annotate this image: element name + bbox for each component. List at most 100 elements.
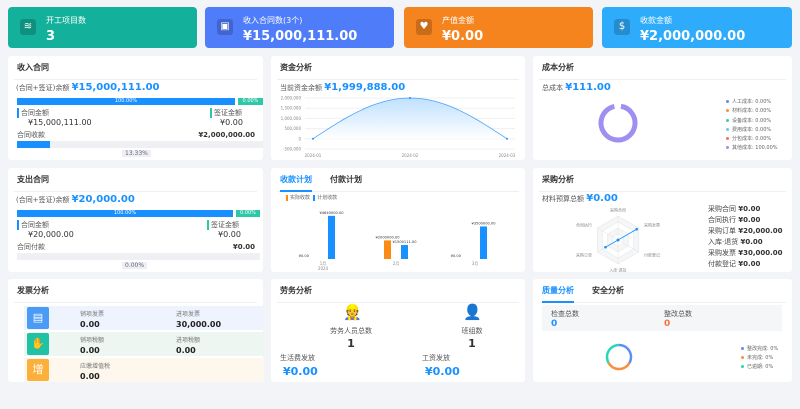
radar-axis-label: 采购订单 (576, 252, 592, 258)
bar-actual[interactable] (384, 240, 391, 259)
card-projects[interactable]: ≋ 开工项目数 3 (8, 7, 197, 48)
card-output-value[interactable]: ♥ 产值金额 ¥0.00 (404, 7, 593, 48)
invoice-icon: ▤ (27, 307, 49, 329)
money-bag-icon: $ (614, 19, 630, 35)
budget-label: 材料预算总额 (542, 195, 584, 203)
budget-value: ¥0.00 (586, 193, 618, 204)
contract-ratio-bar: 100.00% (17, 210, 233, 217)
radar-axis-label: 采购发票 (644, 222, 660, 228)
legend-dot (726, 137, 729, 141)
collection-percent: 13.33% (122, 150, 151, 157)
x-sub-label: 2024 (318, 266, 329, 271)
teams-value: 1 (468, 337, 476, 350)
stat-value: 0.00 (80, 320, 100, 329)
radar-point (635, 227, 639, 231)
panel-title: 成本分析 (539, 56, 786, 80)
visa-amount-label: 签证金额 (207, 220, 239, 230)
contract-icon: ▣ (217, 19, 233, 35)
fix-total-value: 0 (664, 319, 671, 329)
labor-panel: 劳务分析 👷 劳务人员总数 1 👤 班组数 1 生活费发放 ¥0.00 工资发放… (271, 279, 525, 382)
tax-hand-icon: ✋ (27, 333, 49, 355)
quality-legend: 整改完成: 0% 未完成: 0% 已逾期: 0% (741, 345, 778, 372)
legend-item: 其他成本: 100.00% (726, 144, 778, 153)
panel-title: 采购分析 (539, 168, 786, 192)
visa-amount-label: 签证金额 (210, 108, 242, 118)
y-tick-label: 1,000,000 (281, 116, 302, 121)
data-point (312, 137, 314, 140)
y-tick-label: 0 (298, 136, 301, 141)
legend-actual: 实际收款 (286, 195, 311, 201)
team-icon: 👤 (463, 303, 482, 321)
x-tick-label: 2024-01 (305, 153, 322, 158)
card-collection[interactable]: $ 收款金额 ¥2,000,000.00 (602, 7, 792, 48)
bar-planned[interactable] (480, 226, 487, 259)
card-value: ¥2,000,000.00 (640, 29, 746, 44)
total-cost-label: 总成本 (542, 84, 563, 92)
purchase-item: 合同执行 ¥0.00 (708, 216, 761, 224)
x-tick-label: 1月 (320, 261, 327, 266)
worker-icon: 👷 (343, 303, 362, 321)
invoice-row: ▤ 销项发票 0.00 进项发票 30,000.00 (24, 306, 264, 330)
teams-label: 班组数 (461, 327, 483, 335)
balance-label: 当前资金余额 (280, 84, 322, 92)
x-tick-label: 3月 (472, 261, 479, 266)
bar-data-label: ¥1500111.00 (392, 240, 417, 244)
contract-amount-label: 合同金额 (17, 108, 49, 118)
quality-panel: 质量分析 安全分析 检查总数 0 整改总数 0 整改完成: 0% 未完成: 0% 已逾… (533, 279, 792, 382)
invoice-row: ✋ 销项税额 0.00 进项税额 0.00 (24, 332, 264, 356)
balance-value: ¥15,000,111.00 (71, 82, 160, 93)
layers-icon: ≋ (20, 19, 36, 35)
card-income-contracts[interactable]: ▣ 收入合同数(3个) ¥15,000,111.00 (205, 7, 394, 48)
bar-planned[interactable] (328, 215, 335, 259)
legend-dot (726, 100, 729, 103)
workers-label: 劳务人员总数 (330, 327, 372, 335)
x-tick-label: 2024-03 (499, 153, 516, 158)
data-point (409, 97, 411, 99)
invoice-row: 增 应缴增值税 0.00 (24, 358, 264, 382)
plan-panel: 收款计划 付款计划 实际收款 计划收款 ¥0.00 ¥4640000.00 1月 ¥20… (271, 168, 525, 272)
purchase-list: 采购合同 ¥0.00 合同执行 ¥0.00 采购订单 ¥20,000.00 入库·退货… (708, 204, 783, 270)
card-label: 开工项目数 (46, 16, 86, 25)
check-total-label: 检查总数 (551, 310, 579, 318)
y-tick-label: 1,500,000 (281, 106, 302, 111)
vat-icon: 增 (27, 359, 49, 381)
stat-label: 应缴增值税 (80, 363, 111, 370)
tab-safety[interactable]: 安全分析 (592, 286, 624, 295)
stat-value: 0.00 (176, 346, 196, 355)
tab-quality[interactable]: 质量分析 (542, 286, 574, 303)
bar-data-label: ¥2000000.00 (375, 235, 400, 239)
visa-amount-value: ¥0.00 (220, 118, 243, 127)
balance-value: ¥1,999,888.00 (324, 82, 406, 93)
living-label: 生活费发放 (280, 354, 315, 362)
payment-percent: 0.00% (122, 262, 148, 269)
legend-dot (726, 146, 729, 150)
collection-label: 合同收款 (17, 131, 45, 139)
radar-axis-label: 采购合同 (610, 207, 626, 213)
legend-planned: 计划收款 (313, 195, 338, 201)
invoice-panel: 发票分析 ▤ 销项发票 0.00 进项发票 30,000.00 ✋ 销项税额 0.00 进项税… (8, 279, 264, 382)
tab-collection-plan[interactable]: 收款计划 (280, 175, 312, 192)
fix-total-label: 整改总数 (664, 310, 692, 318)
card-value: ¥15,000,111.00 (243, 29, 358, 44)
legend-dot (726, 118, 729, 122)
balance-value: ¥20,000.00 (71, 194, 135, 205)
visa-ratio-bar: 0.00% (238, 98, 263, 105)
stat-value: 0.00 (80, 346, 100, 355)
contract-amount-value: ¥20,000.00 (28, 230, 74, 239)
bar-planned[interactable] (401, 245, 408, 259)
tab-payment-plan[interactable]: 付款计划 (330, 175, 362, 184)
legend-item: 费用成本: 0.00% (726, 126, 778, 135)
panel-title: 发票分析 (14, 279, 257, 303)
radar-axis-label: 付款登记 (644, 252, 660, 258)
expense-contract-panel: 支出合同 (合同+签证)余额 ¥20,000.00 100.00% 0.00% … (8, 168, 263, 272)
panel-title: 资金分析 (277, 56, 519, 80)
quality-stats: 检查总数 0 整改总数 0 (542, 305, 782, 331)
legend-item: 已逾期: 0% (741, 363, 778, 372)
legend-item: 人工成本: 0.00% (726, 98, 778, 107)
legend-item: 未完成: 0% (741, 354, 778, 363)
stat-label: 进项发票 (176, 311, 201, 318)
legend-dot (726, 127, 729, 131)
balance-label: (合同+签证)余额 (16, 84, 70, 92)
x-tick-label: 2月 (393, 261, 400, 266)
